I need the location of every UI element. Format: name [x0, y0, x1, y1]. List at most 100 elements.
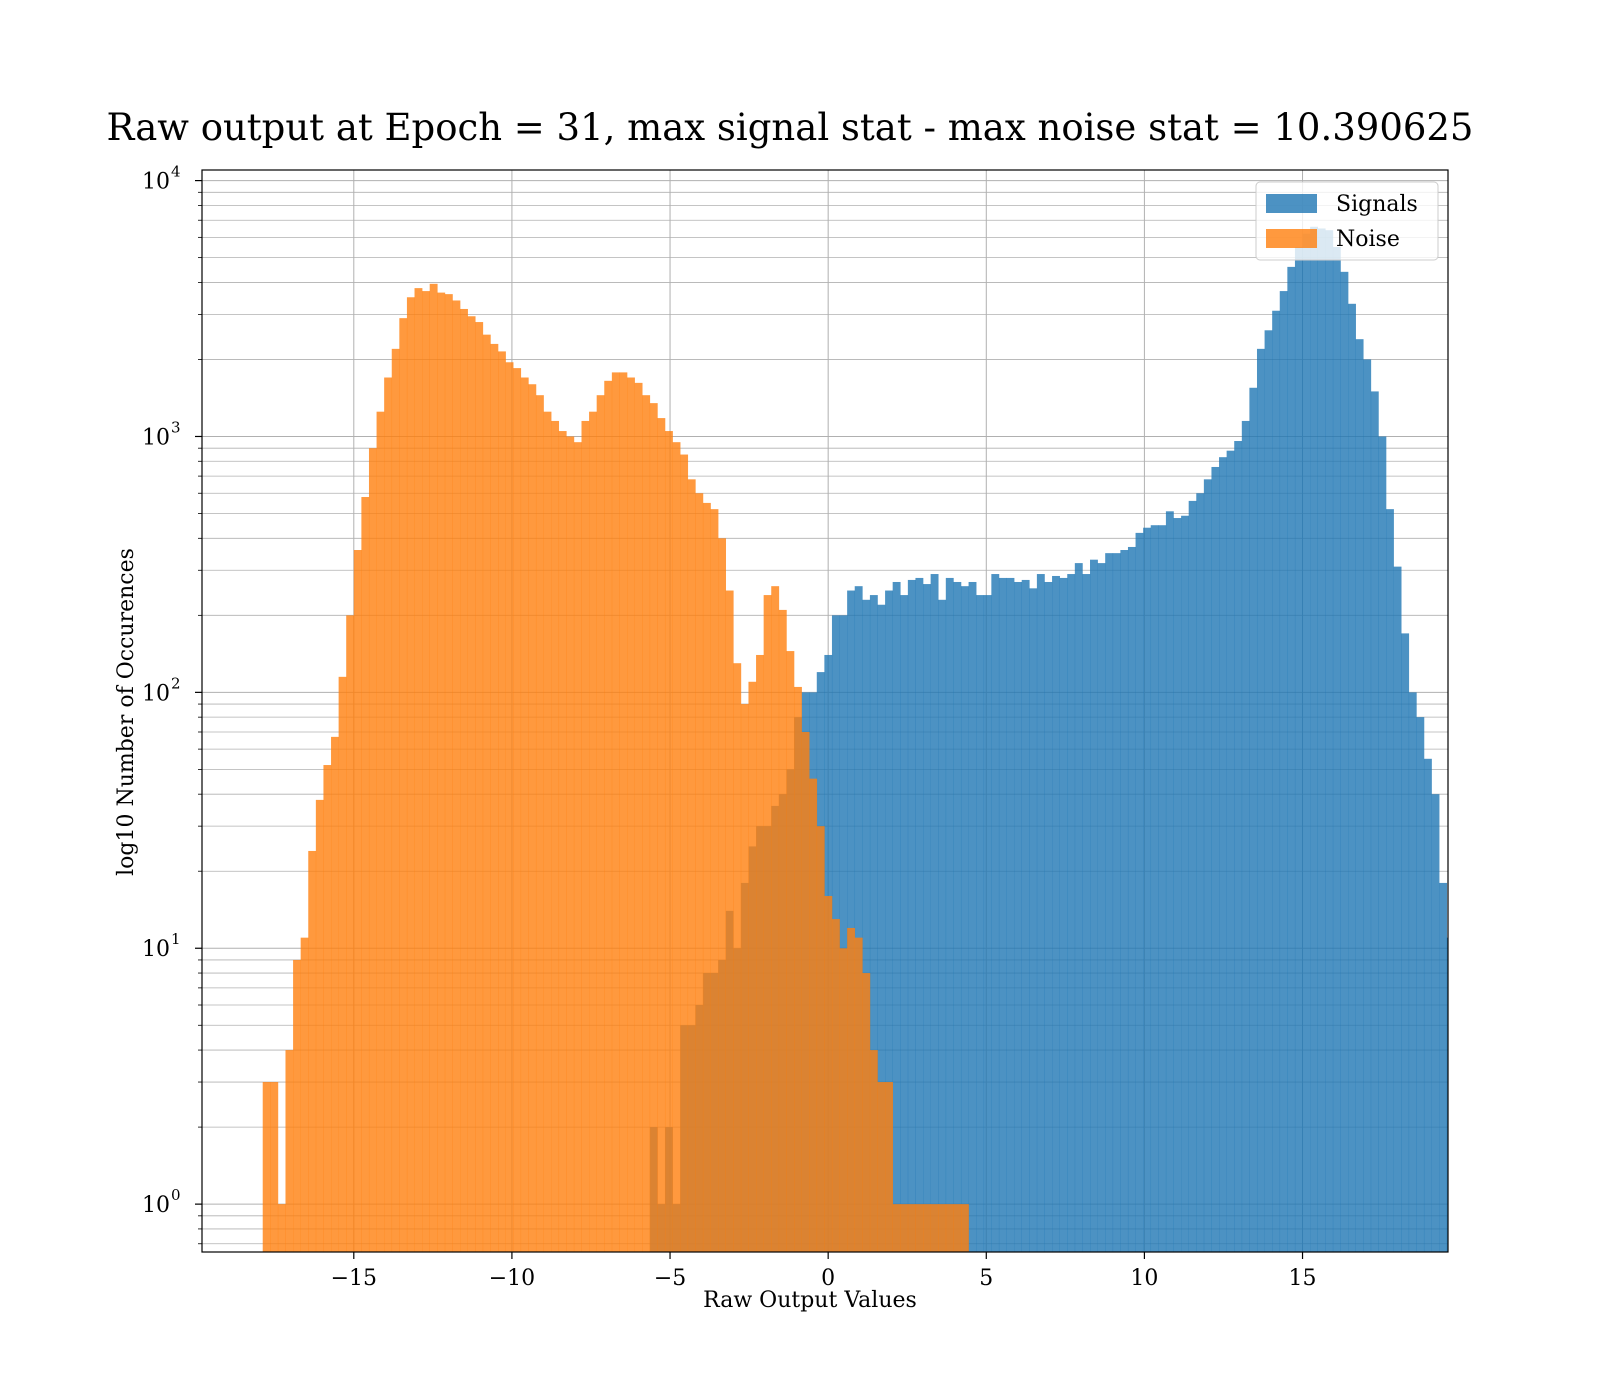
y-tick-label: 10: [142, 425, 170, 450]
bar-noise: [725, 590, 734, 1252]
bar-noise: [391, 348, 400, 1252]
bar-signals: [1279, 291, 1288, 1252]
bar-signals: [1408, 692, 1417, 1252]
y-tick-exponent: 1: [171, 930, 181, 948]
bar-signals: [1256, 348, 1265, 1252]
bars-layer: [262, 226, 1448, 1252]
bar-noise: [702, 502, 711, 1252]
bar-signals: [854, 586, 863, 1252]
legend-swatch-noise: [1266, 229, 1317, 248]
bar-noise: [270, 1082, 279, 1252]
y-tick-exponent: 3: [171, 418, 181, 436]
y-tick-label: 10: [142, 681, 170, 706]
bar-noise: [794, 686, 802, 1252]
bar-signals: [1067, 574, 1076, 1252]
bar-noise: [353, 550, 362, 1252]
x-axis-label: Raw Output Values: [703, 1288, 917, 1313]
bar-signals: [1203, 479, 1212, 1252]
bar-signals: [869, 595, 878, 1252]
bar-noise: [566, 436, 575, 1252]
bar-signals: [1021, 579, 1030, 1252]
x-tick-label: −5: [654, 1266, 686, 1291]
bar-signals: [839, 615, 848, 1252]
bar-noise: [581, 420, 590, 1252]
bar-signals: [900, 595, 909, 1252]
bar-noise: [293, 959, 301, 1252]
bar-noise: [528, 384, 537, 1252]
bar-noise: [422, 291, 430, 1252]
bar-signals: [1332, 247, 1341, 1252]
bar-signals: [930, 574, 939, 1252]
bar-signals: [1158, 525, 1167, 1252]
bar-noise: [831, 919, 840, 1252]
bar-signals: [998, 577, 1007, 1252]
legend-label-noise: Noise: [1336, 227, 1400, 252]
bar-noise: [346, 615, 355, 1252]
bar-noise: [748, 681, 757, 1252]
bar-noise: [277, 1204, 286, 1252]
bar-signals: [938, 599, 947, 1252]
bar-signals: [1348, 303, 1356, 1252]
bar-noise: [869, 1050, 878, 1252]
bar-noise: [945, 1204, 954, 1252]
bar-signals: [991, 574, 1000, 1252]
bar-signals: [1173, 518, 1182, 1252]
bar-signals: [1181, 515, 1189, 1252]
y-tick-label: 10: [142, 170, 170, 195]
bar-noise: [763, 595, 772, 1252]
bar-noise: [619, 372, 628, 1252]
bar-noise: [315, 799, 324, 1252]
bar-noise: [907, 1204, 916, 1252]
bar-noise: [877, 1082, 886, 1252]
bar-noise: [535, 395, 544, 1252]
bar-signals: [1036, 574, 1045, 1252]
bar-signals: [1302, 233, 1311, 1252]
bar-signals: [1226, 450, 1235, 1252]
bar-noise: [695, 493, 704, 1252]
x-tick-label: −15: [331, 1266, 377, 1291]
bar-noise: [718, 538, 726, 1252]
bar-noise: [551, 420, 560, 1252]
series-noise: [262, 283, 969, 1252]
bar-noise: [649, 403, 658, 1252]
bar-noise: [505, 362, 514, 1252]
bar-noise: [778, 609, 787, 1252]
bar-noise: [953, 1204, 962, 1252]
x-tick-label: −10: [489, 1266, 535, 1291]
y-tick-label: 10: [142, 1193, 170, 1218]
bar-signals: [1446, 937, 1448, 1252]
bar-signals: [1143, 527, 1152, 1252]
legend: Signals Noise: [1255, 181, 1439, 261]
y-axis-label: log10 Number of Occurences: [114, 548, 139, 876]
bar-signals: [1287, 266, 1296, 1252]
bar-noise: [809, 778, 818, 1252]
bar-noise: [839, 948, 848, 1252]
bar-signals: [945, 577, 954, 1252]
bar-noise: [733, 663, 742, 1252]
bar-signals: [1355, 339, 1364, 1252]
bar-noise: [573, 442, 582, 1252]
bar-noise: [460, 308, 468, 1252]
bar-noise: [915, 1204, 924, 1252]
bar-signals: [1416, 717, 1425, 1252]
bar-signals: [1059, 577, 1068, 1252]
bar-signals: [1082, 574, 1091, 1252]
bar-signals: [1211, 466, 1220, 1252]
bar-signals: [1127, 546, 1136, 1252]
bar-noise: [960, 1204, 969, 1252]
bar-signals: [1241, 420, 1250, 1252]
bar-signals: [1317, 228, 1326, 1252]
bar-noise: [634, 382, 643, 1252]
bar-noise: [285, 1050, 294, 1252]
bar-noise: [710, 509, 719, 1252]
y-tick-label: 10: [142, 937, 170, 962]
bar-signals: [1120, 550, 1129, 1252]
bar-noise: [300, 937, 309, 1252]
bar-signals: [1074, 563, 1083, 1252]
bar-noise: [513, 368, 522, 1252]
bar-signals: [1249, 387, 1258, 1252]
bar-noise: [589, 411, 597, 1252]
bar-signals: [1196, 493, 1205, 1252]
bar-signals: [1165, 511, 1174, 1252]
